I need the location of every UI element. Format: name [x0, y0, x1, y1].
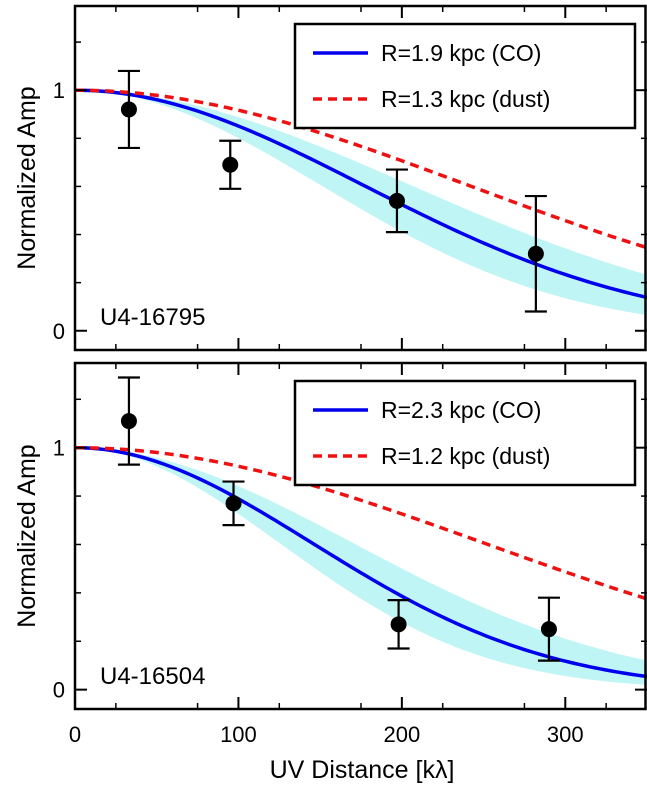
data-point — [222, 156, 239, 173]
data-points — [117, 376, 560, 662]
x-tick-labels: 0 100 200 300 — [69, 722, 584, 747]
legend-box — [293, 22, 637, 130]
x-tick-label: 200 — [383, 722, 420, 747]
y-tick-label: 1 — [53, 436, 65, 461]
co-model-line — [74, 445, 647, 679]
x-tick-label: 300 — [547, 722, 584, 747]
legend-box — [293, 379, 637, 487]
legend-entry-dust: R=1.2 kpc (dust) — [381, 443, 550, 469]
panel-u4-16795: 0 1 U4-16795 Normalized Amp R=1.9 kpc (CO… — [13, 4, 647, 352]
data-point — [527, 245, 544, 262]
y-axis-label: Normalized Amp — [13, 444, 41, 627]
model-range-band — [75, 447, 647, 685]
y-tick-label: 0 — [53, 678, 65, 703]
data-point — [225, 495, 242, 512]
panel-label: U4-16504 — [100, 663, 205, 690]
data-point — [390, 616, 407, 633]
x-axis-label: UV Distance [kλ] — [270, 756, 455, 784]
data-point — [120, 101, 137, 118]
legend: R=2.3 kpc (CO) R=1.2 kpc (dust) — [293, 379, 637, 487]
model-range-band — [75, 90, 647, 315]
x-tick-label: 0 — [69, 722, 81, 747]
panel-label: U4-16795 — [100, 304, 205, 331]
plot-frame — [73, 4, 647, 352]
y-axis-label: Normalized Amp — [13, 86, 41, 269]
legend-entry-co: R=1.9 kpc (CO) — [381, 40, 541, 66]
y-tick-label: 1 — [53, 78, 65, 103]
legend-entry-dust: R=1.3 kpc (dust) — [381, 86, 550, 112]
data-point — [540, 621, 557, 638]
co-model-line — [74, 88, 647, 300]
data-points — [117, 69, 547, 313]
dust-model-line — [74, 445, 647, 601]
plot-frame — [73, 361, 647, 711]
dust-model-line — [74, 88, 647, 250]
data-point — [120, 413, 137, 430]
legend-entry-co: R=2.3 kpc (CO) — [381, 397, 541, 423]
panel-u4-16504: 0 1 U4-16504 Normalized Amp R=2.3 kpc (CO… — [13, 361, 647, 711]
data-point — [388, 192, 405, 209]
y-tick-label: 0 — [53, 319, 65, 344]
legend: R=1.9 kpc (CO) R=1.3 kpc (dust) — [293, 22, 637, 130]
x-tick-label: 100 — [220, 722, 257, 747]
